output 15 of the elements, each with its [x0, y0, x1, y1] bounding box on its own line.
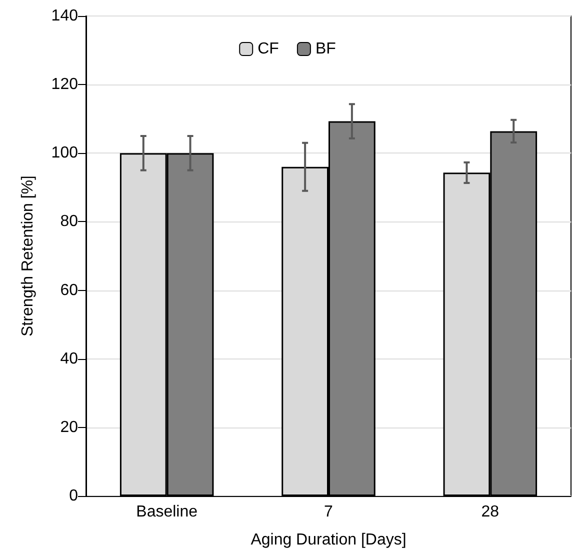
y-tick-label: 140 [51, 8, 78, 24]
legend-label: CF [258, 40, 280, 58]
legend-label: BF [315, 40, 336, 58]
y-tick-label: 20 [60, 418, 78, 436]
y-tick-label: 60 [60, 282, 78, 299]
y-tick-label: 120 [51, 76, 78, 94]
y-tick-label: 100 [51, 144, 78, 162]
y-tick-label: 40 [60, 350, 78, 368]
x-axis-title: Aging Duration [Days] [250, 532, 406, 548]
y-tick-label: 80 [60, 213, 78, 230]
y-tick-label: 0 [69, 488, 78, 504]
x-tick-label: 7 [324, 504, 334, 520]
y-axis-title: Strength Retention [%] [20, 176, 36, 336]
x-tick-label: Baseline [136, 504, 198, 520]
x-tick-label: 28 [481, 504, 500, 520]
